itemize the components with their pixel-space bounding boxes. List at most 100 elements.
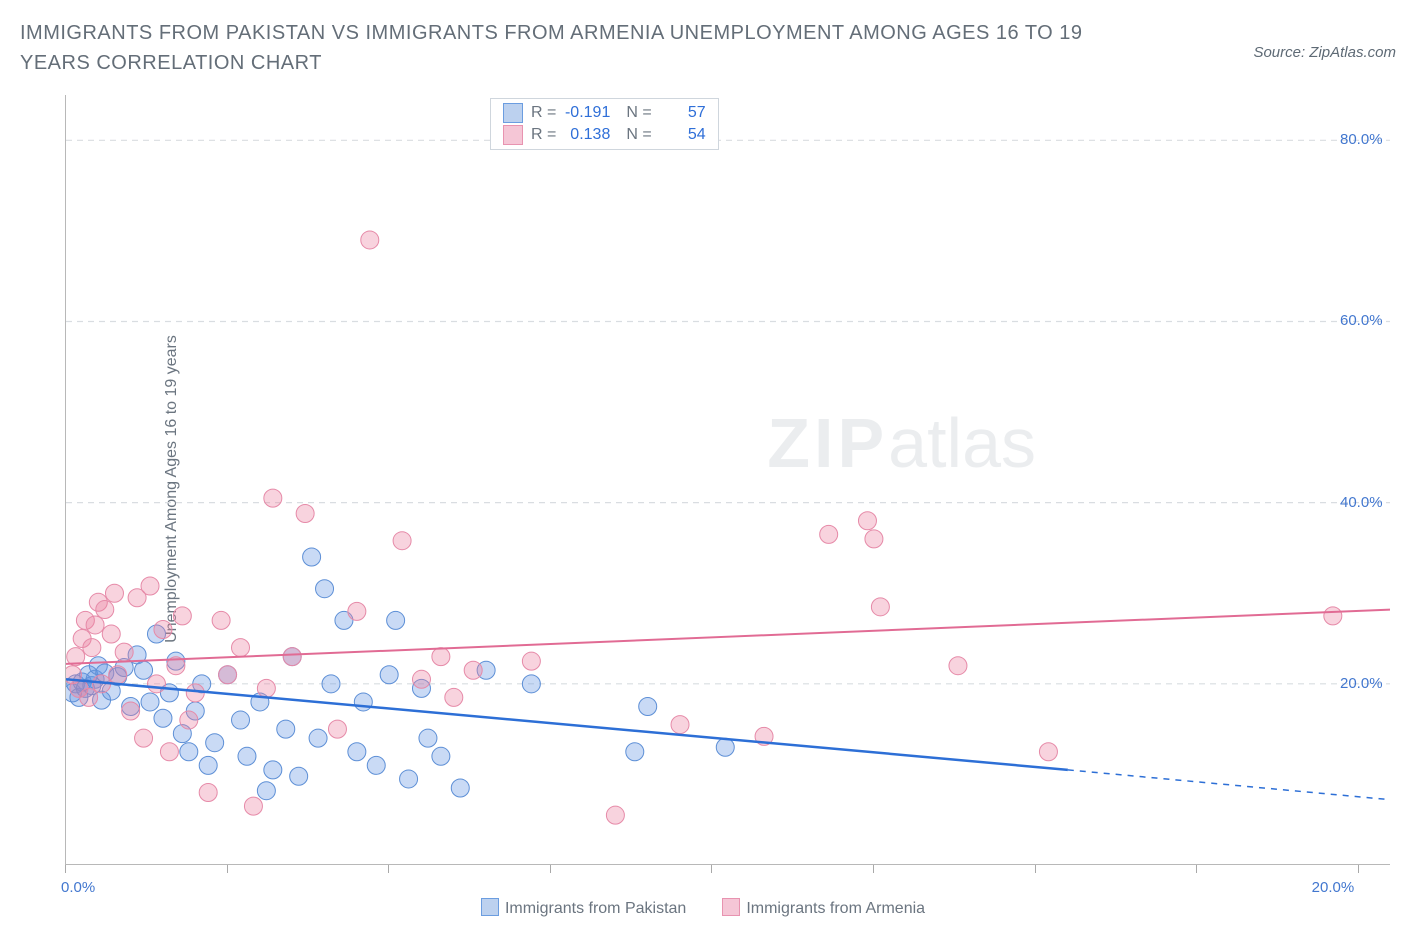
armenia-point: [199, 784, 217, 802]
chart-title: IMMIGRANTS FROM PAKISTAN VS IMMIGRANTS F…: [20, 18, 1120, 78]
armenia-point: [361, 231, 379, 249]
y-tick-label: 60.0%: [1340, 312, 1383, 329]
legend-item-armenia: Immigrants from Armenia: [722, 900, 925, 917]
armenia-point: [328, 720, 346, 738]
pakistan-point: [309, 729, 327, 747]
armenia-point: [393, 532, 411, 550]
armenia-point: [865, 530, 883, 548]
pakistan-point: [141, 693, 159, 711]
armenia-point: [257, 679, 275, 697]
armenia-point: [141, 577, 159, 595]
pakistan-point: [354, 693, 372, 711]
legend-item-pakistan: Immigrants from Pakistan: [481, 900, 686, 917]
armenia-point: [86, 616, 104, 634]
pakistan-point: [303, 548, 321, 566]
armenia-point: [1039, 743, 1057, 761]
r-value: -0.191: [564, 104, 610, 122]
pakistan-point: [432, 747, 450, 765]
armenia-point: [115, 643, 133, 661]
armenia-swatch: [722, 898, 740, 916]
pakistan-point: [419, 729, 437, 747]
x-tick-mark: [388, 865, 389, 873]
armenia-point: [1324, 607, 1342, 625]
pakistan-point: [316, 580, 334, 598]
pakistan-point: [199, 756, 217, 774]
x-tick-label: 0.0%: [61, 879, 95, 896]
pakistan-point: [154, 709, 172, 727]
x-tick-mark: [227, 865, 228, 873]
x-tick-mark: [1035, 865, 1036, 873]
y-tick-label: 40.0%: [1340, 494, 1383, 511]
armenia-point: [147, 675, 165, 693]
x-tick-mark: [1196, 865, 1197, 873]
n-value: 57: [660, 104, 706, 122]
scatter-plot: [65, 95, 1390, 865]
pakistan-trendline-extrapolated: [1068, 770, 1390, 800]
x-tick-mark: [65, 865, 66, 873]
x-tick-label: 20.0%: [1312, 879, 1355, 896]
y-tick-label: 20.0%: [1340, 675, 1383, 692]
armenia-point: [445, 688, 463, 706]
r-label: R =: [531, 126, 556, 144]
pakistan-point: [522, 675, 540, 693]
armenia-point: [671, 716, 689, 734]
armenia-point: [348, 602, 366, 620]
pakistan-point: [367, 756, 385, 774]
armenia-point: [186, 684, 204, 702]
n-label: N =: [626, 126, 651, 144]
pakistan-point: [257, 782, 275, 800]
pakistan-point: [639, 697, 657, 715]
correlation-stats-box: R =-0.191N =57R =0.138N =54: [490, 98, 719, 150]
pakistan-point: [387, 611, 405, 629]
pakistan-trendline: [66, 679, 1068, 770]
armenia-point: [522, 652, 540, 670]
armenia-point: [109, 666, 127, 684]
source-label: Source: ZipAtlas.com: [1253, 44, 1396, 61]
x-tick-mark: [1358, 865, 1359, 873]
pakistan-point: [206, 734, 224, 752]
x-tick-mark: [873, 865, 874, 873]
armenia-point: [858, 512, 876, 530]
armenia-point: [820, 525, 838, 543]
armenia-point: [173, 607, 191, 625]
pakistan-point: [380, 666, 398, 684]
pakistan-swatch: [503, 103, 523, 123]
armenia-point: [83, 639, 101, 657]
armenia-point: [96, 601, 114, 619]
armenia-point: [180, 711, 198, 729]
pakistan-point: [180, 743, 198, 761]
armenia-point: [212, 611, 230, 629]
x-tick-mark: [550, 865, 551, 873]
armenia-point: [160, 743, 178, 761]
armenia-point: [296, 505, 314, 523]
armenia-point: [871, 598, 889, 616]
armenia-point: [102, 625, 120, 643]
pakistan-point: [135, 661, 153, 679]
armenia-point: [244, 797, 262, 815]
armenia-point: [432, 648, 450, 666]
pakistan-point: [290, 767, 308, 785]
pakistan-point: [400, 770, 418, 788]
pakistan-point: [626, 743, 644, 761]
armenia-point: [135, 729, 153, 747]
armenia-trendline: [66, 610, 1390, 664]
armenia-point: [412, 670, 430, 688]
n-label: N =: [626, 104, 651, 122]
armenia-point: [283, 648, 301, 666]
pakistan-point: [232, 711, 250, 729]
pakistan-point: [277, 720, 295, 738]
n-value: 54: [660, 126, 706, 144]
x-tick-mark: [711, 865, 712, 873]
armenia-point: [232, 639, 250, 657]
armenia-point: [80, 688, 98, 706]
pakistan-point: [264, 761, 282, 779]
stats-row-pakistan: R =-0.191N =57: [503, 103, 706, 123]
stats-row-armenia: R =0.138N =54: [503, 125, 706, 145]
armenia-point: [122, 702, 140, 720]
pakistan-point: [238, 747, 256, 765]
armenia-point: [949, 657, 967, 675]
chart-container: ZIPatlas R =-0.191N =57R =0.138N =54: [65, 95, 1390, 865]
y-tick-label: 80.0%: [1340, 131, 1383, 148]
series-legend: Immigrants from Pakistan Immigrants from …: [0, 898, 1406, 922]
pakistan-point: [348, 743, 366, 761]
